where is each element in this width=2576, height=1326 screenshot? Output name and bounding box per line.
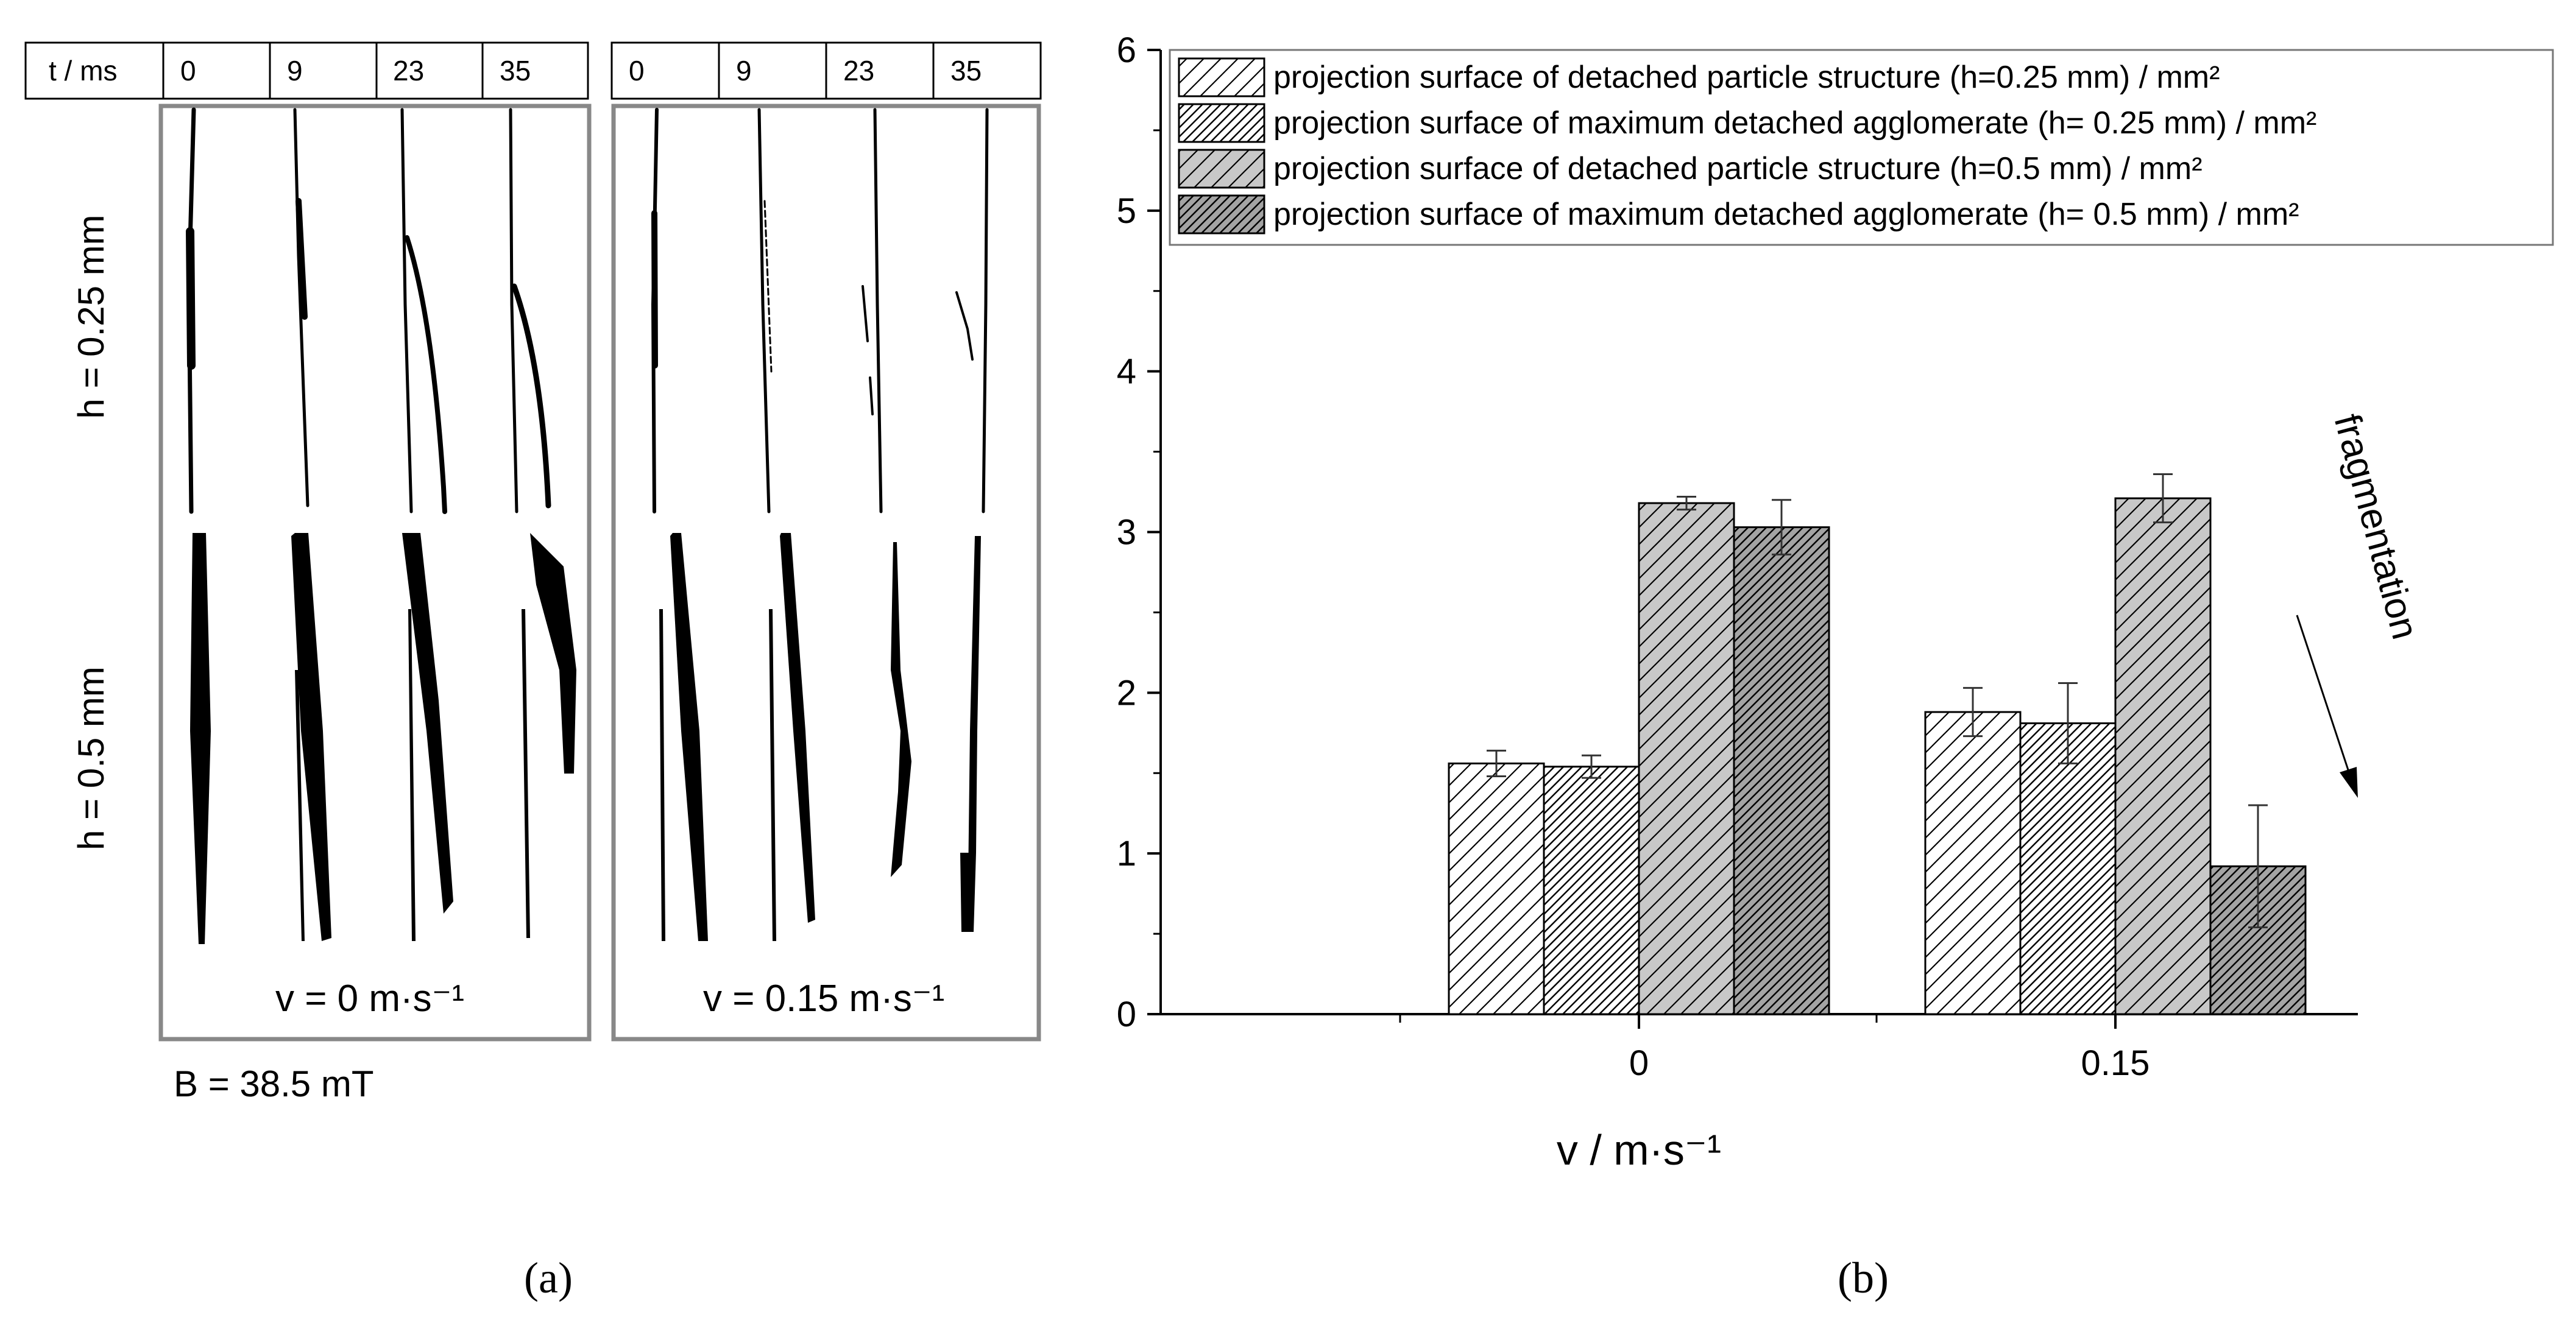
legend-label: projection surface of detached particle … — [1273, 60, 2220, 95]
legend-swatch — [1178, 149, 1265, 189]
legend-swatch — [1178, 57, 1265, 97]
legend-label: projection surface of maximum detached a… — [1273, 197, 2299, 232]
image-frame-left — [158, 104, 592, 1042]
bar — [1638, 502, 1735, 1015]
time-left-2: 23 — [393, 55, 424, 86]
legend-box — [1169, 49, 2554, 246]
time-right-3: 35 — [950, 55, 982, 86]
filament-image-h025-v015 — [651, 108, 989, 513]
y-axis: 0 1 2 3 4 5 6 — [1117, 30, 1162, 1034]
error-bars — [1487, 473, 2268, 929]
velocity-label-right: v = 0.15 m·s⁻¹ — [703, 978, 944, 1020]
x-tick-label: 0 — [1629, 1043, 1649, 1083]
y-tick-label: 4 — [1117, 352, 1136, 392]
time-left-0: 0 — [180, 55, 196, 86]
fragmentation-arrow — [2296, 615, 2352, 778]
bar — [2019, 722, 2117, 1015]
time-right-0: 0 — [629, 55, 645, 86]
bar — [2114, 497, 2212, 1015]
y-tick-label: 6 — [1117, 30, 1136, 70]
panel-a: t / ms 0 9 23 35 0 9 23 35 h = 0.25 mm h… — [24, 41, 1042, 1302]
bar — [1543, 766, 1640, 1015]
x-axis-title: v / m·s⁻¹ — [1557, 1126, 1721, 1174]
legend-swatch — [1178, 103, 1265, 143]
velocity-label-left: v = 0 m·s⁻¹ — [275, 978, 464, 1020]
x-axis: 0 0.15 — [1161, 1013, 2358, 1083]
legend-label: projection surface of maximum detached a… — [1273, 105, 2316, 141]
bar — [1924, 711, 2022, 1015]
legend-label: projection surface of detached particle … — [1273, 151, 2203, 186]
y-tick-label: 5 — [1117, 191, 1136, 231]
y-tick-label: 1 — [1117, 834, 1136, 873]
y-tick-label: 3 — [1117, 513, 1136, 552]
time-header-left — [24, 41, 589, 100]
bar — [1448, 762, 1545, 1015]
x-tick-label: 0.15 — [2081, 1043, 2150, 1083]
fragmentation-arrow-head — [2340, 767, 2358, 798]
magnetic-field-label: B = 38.5 mT — [174, 1063, 373, 1104]
filament-image-h05-v015 — [659, 533, 981, 941]
time-left-3: 35 — [500, 55, 531, 86]
time-right-2: 23 — [843, 55, 874, 86]
caption-b: (b) — [1838, 1254, 1889, 1302]
row-label-h05: h = 0.5 mm — [71, 666, 111, 850]
filament-image-h05-v0 — [190, 533, 576, 944]
fragmentation-annotation: fragmentation — [2326, 410, 2426, 644]
bar — [1733, 526, 1830, 1015]
y-tick-label: 0 — [1117, 995, 1136, 1034]
row-label-h025: h = 0.25 mm — [71, 214, 111, 418]
caption-a: (a) — [524, 1254, 573, 1302]
bar-series — [1448, 497, 2307, 1015]
time-right-1: 9 — [736, 55, 752, 86]
time-left-1: 9 — [287, 55, 303, 86]
legend-swatch — [1178, 194, 1265, 235]
y-tick-label: 2 — [1117, 673, 1136, 713]
filament-image-h025-v0 — [186, 107, 551, 514]
image-frame-right — [611, 104, 1041, 1042]
time-axis-label: t / ms — [49, 55, 117, 86]
legend: projection surface of detached particle … — [1178, 57, 2316, 235]
